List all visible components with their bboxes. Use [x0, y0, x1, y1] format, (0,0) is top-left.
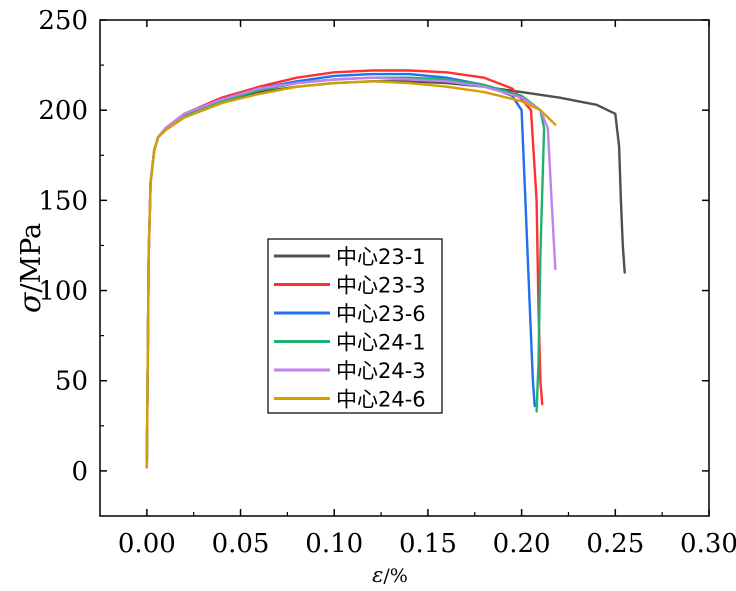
y-tick-label: 200	[38, 96, 88, 126]
x-axis-symbol: ε	[372, 563, 383, 587]
x-tick-label: 0.25	[586, 529, 644, 559]
y-axis-unit: /MPa	[16, 223, 47, 293]
y-tick-label: 0	[71, 457, 88, 487]
legend-items: 中心23-1 中心23-3 中心23-6 中心24-1 中心24-3 中心24-6	[274, 245, 426, 412]
y-axis-title: σ/MPa	[13, 223, 48, 313]
series-line	[145, 80, 557, 469]
legend-label: 中心23-3	[336, 274, 426, 298]
y-tick-label: 150	[38, 186, 88, 216]
y-tick-label: 50	[55, 367, 88, 397]
legend-label: 中心24-3	[336, 359, 426, 383]
x-tick-label: 0.15	[399, 529, 457, 559]
x-tick-label: 0.05	[212, 529, 270, 559]
legend-label: 中心23-6	[336, 302, 426, 326]
x-axis-title: ε/%	[372, 563, 408, 587]
x-tick-label: 0.20	[493, 529, 551, 559]
axis-ticks	[100, 19, 710, 516]
legend: 中心23-1 中心23-3 中心23-6 中心24-1 中心24-3 中心24-6	[267, 238, 443, 414]
axis-tick-labels: 0.00 0.05 0.10 0.15 0.20 0.25 0.30 0 50 100 150 200…	[38, 6, 736, 559]
legend-label: 中心23-1	[336, 245, 426, 269]
series-lines	[145, 69, 626, 469]
legend-label: 中心24-1	[336, 331, 426, 355]
x-tick-label: 0.10	[305, 529, 363, 559]
y-axis-symbol: σ	[13, 291, 48, 313]
y-tick-label: 250	[38, 6, 88, 36]
plot-frame	[99, 19, 710, 517]
x-axis-unit: /%	[383, 565, 407, 587]
x-tick-label: 0.00	[118, 529, 176, 559]
legend-box	[267, 238, 443, 414]
x-tick-label: 0.30	[680, 529, 736, 559]
y-tick-label: 100	[38, 277, 88, 307]
legend-label: 中心24-6	[336, 388, 426, 412]
